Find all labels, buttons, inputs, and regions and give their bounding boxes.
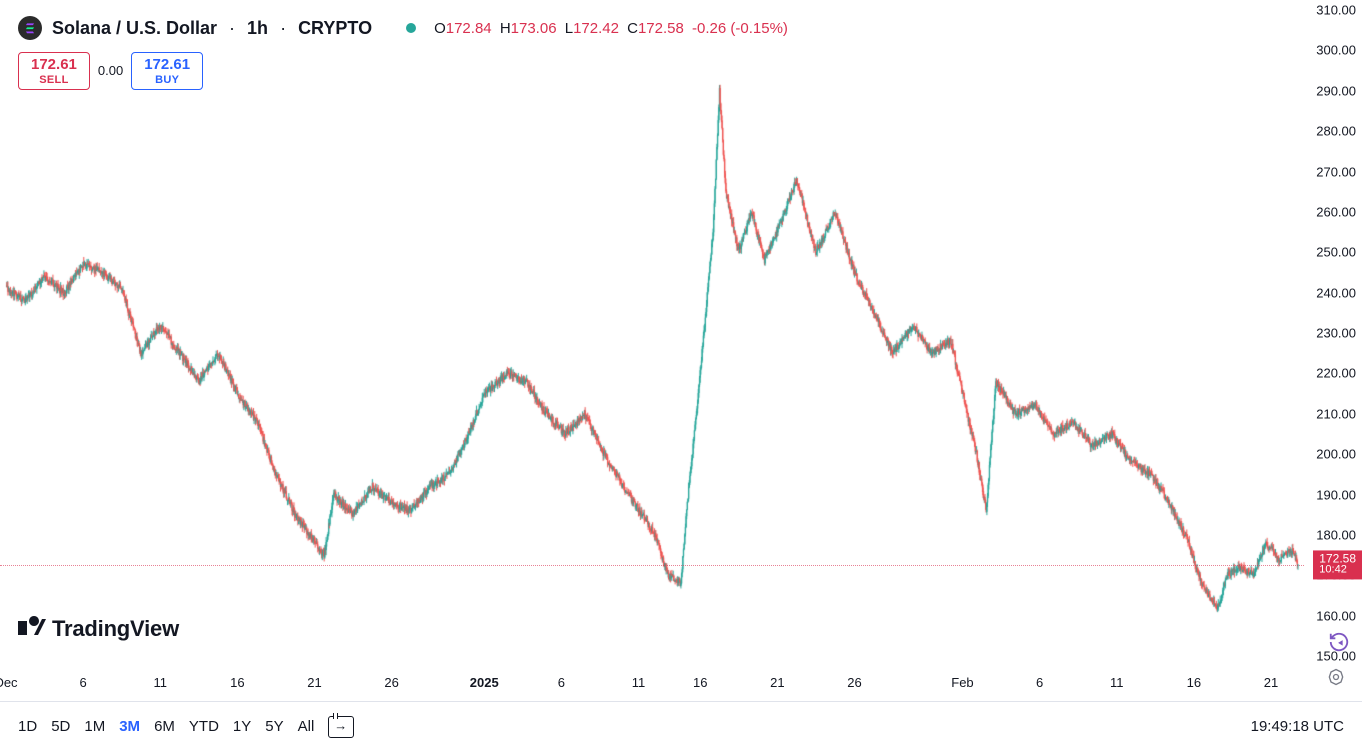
x-tick-label: 21 bbox=[1264, 675, 1278, 690]
y-tick-label: 290.00 bbox=[1316, 83, 1356, 98]
range-1m[interactable]: 1M bbox=[84, 718, 105, 735]
x-tick-label: 6 bbox=[558, 675, 565, 690]
x-tick-label: 6 bbox=[80, 675, 87, 690]
bottom-toolbar: 1D 5D 1M 3M 6M YTD 1Y 5Y All 19:49:18 UTC bbox=[0, 701, 1362, 751]
y-tick-label: 240.00 bbox=[1316, 285, 1356, 300]
tv-mark-icon bbox=[18, 615, 46, 643]
replay-icon[interactable] bbox=[1328, 631, 1350, 653]
y-tick-label: 180.00 bbox=[1316, 527, 1356, 542]
chart-canvas-area[interactable] bbox=[0, 0, 1304, 666]
range-1d[interactable]: 1D bbox=[18, 718, 37, 735]
x-tick-label: 26 bbox=[384, 675, 398, 690]
x-tick-label: 2025 bbox=[470, 675, 499, 690]
tradingview-logo[interactable]: TradingView bbox=[18, 615, 179, 643]
y-tick-label: 160.00 bbox=[1316, 608, 1356, 623]
y-tick-label: 300.00 bbox=[1316, 43, 1356, 58]
y-tick-label: 270.00 bbox=[1316, 164, 1356, 179]
tv-logo-text: TradingView bbox=[52, 616, 179, 642]
range-5d[interactable]: 5D bbox=[51, 718, 70, 735]
range-6m[interactable]: 6M bbox=[154, 718, 175, 735]
range-all[interactable]: All bbox=[298, 718, 315, 735]
y-tick-label: 280.00 bbox=[1316, 124, 1356, 139]
x-tick-label: 16 bbox=[693, 675, 707, 690]
y-tick-label: 190.00 bbox=[1316, 487, 1356, 502]
range-1y[interactable]: 1Y bbox=[233, 718, 251, 735]
range-3m[interactable]: 3M bbox=[119, 718, 140, 735]
x-tick-label: 11 bbox=[632, 675, 646, 690]
axis-settings-icon[interactable] bbox=[1324, 665, 1348, 689]
y-axis[interactable]: 150.00160.00170.00180.00190.00200.00210.… bbox=[1304, 0, 1362, 666]
x-tick-label: 26 bbox=[847, 675, 861, 690]
x-tick-label: 16 bbox=[1187, 675, 1201, 690]
x-axis[interactable]: Dec 6 11 16 21 26 2025 6 11 16 21 26 Feb 6 11 16 21 bbox=[0, 671, 1304, 699]
last-price-line bbox=[0, 565, 1304, 566]
y-tick-label: 220.00 bbox=[1316, 366, 1356, 381]
clock-label[interactable]: 19:49:18 UTC bbox=[1251, 718, 1344, 735]
range-ytd[interactable]: YTD bbox=[189, 718, 219, 735]
y-tick-label: 250.00 bbox=[1316, 245, 1356, 260]
goto-date-icon[interactable] bbox=[328, 716, 354, 738]
y-tick-label: 260.00 bbox=[1316, 204, 1356, 219]
y-tick-label: 310.00 bbox=[1316, 3, 1356, 18]
range-5y[interactable]: 5Y bbox=[265, 718, 283, 735]
x-tick-label: 21 bbox=[307, 675, 321, 690]
x-tick-label: 11 bbox=[1110, 675, 1124, 690]
x-tick-label: 11 bbox=[154, 675, 168, 690]
x-tick-label: 16 bbox=[230, 675, 244, 690]
x-tick-label: Dec bbox=[0, 675, 18, 690]
y-tick-label: 210.00 bbox=[1316, 406, 1356, 421]
range-selector: 1D 5D 1M 3M 6M YTD 1Y 5Y All bbox=[18, 718, 314, 735]
y-tick-label: 230.00 bbox=[1316, 326, 1356, 341]
x-tick-label: 6 bbox=[1036, 675, 1043, 690]
y-tick-label: 200.00 bbox=[1316, 447, 1356, 462]
last-price-tag[interactable]: 172.5810:42 bbox=[1313, 550, 1362, 579]
x-tick-label: Feb bbox=[951, 675, 973, 690]
x-tick-label: 21 bbox=[770, 675, 784, 690]
